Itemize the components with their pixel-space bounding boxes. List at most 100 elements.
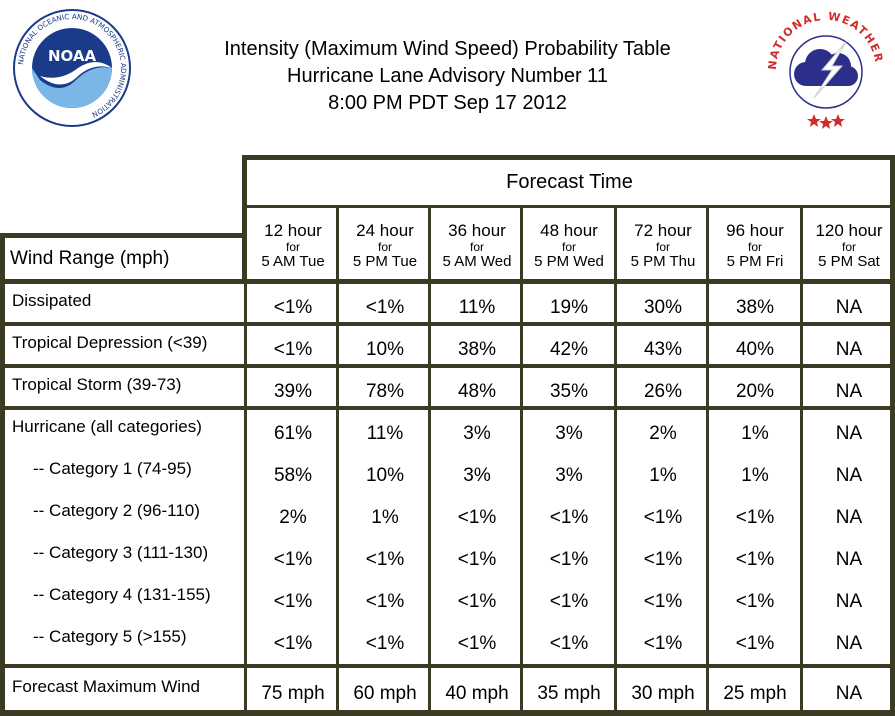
row-label: Tropical Depression (<39) <box>12 333 208 352</box>
table-cell: <1% <box>643 549 683 570</box>
row-label: -- Category 1 (74-95) <box>33 459 192 478</box>
row-label: -- Category 2 (96-110) <box>33 501 200 520</box>
table-cell: 35% <box>549 381 589 402</box>
table-cell: 2% <box>279 507 307 528</box>
column-header: 120 hour for 5 PM Sat <box>803 213 895 277</box>
column-header-hour: 36 hour <box>448 220 506 240</box>
row-divider <box>0 406 895 410</box>
table-cell: 30 mph <box>631 683 695 704</box>
table-cell: 40% <box>735 339 775 360</box>
table-cell: <1% <box>735 507 775 528</box>
table-cell: <1% <box>273 297 313 318</box>
row-label: Hurricane (all categories) <box>12 417 202 436</box>
table-cell: 39% <box>273 381 313 402</box>
table-cell: 40 mph <box>445 683 509 704</box>
table-cell: 78% <box>365 381 405 402</box>
row-label: -- Category 3 (111-130) <box>33 543 209 562</box>
table-cell: <1% <box>365 297 405 318</box>
table-cell: NA <box>835 633 863 654</box>
column-divider <box>520 284 523 716</box>
row-label: Dissipated <box>12 291 92 310</box>
table-cell: NA <box>835 465 863 486</box>
table-border-top <box>242 155 895 160</box>
row-label: -- Category 5 (>155) <box>33 627 187 646</box>
column-divider-header <box>520 208 523 280</box>
table-cell: <1% <box>273 549 313 570</box>
table-cell: <1% <box>457 549 497 570</box>
table-cell: NA <box>835 339 863 360</box>
table-cell: <1% <box>549 633 589 654</box>
column-divider <box>706 284 709 716</box>
column-header-hour: 120 hour <box>815 220 883 240</box>
table-cell: <1% <box>457 633 497 654</box>
table-border-bottom <box>0 710 895 716</box>
column-header-hour: 12 hour <box>264 220 322 240</box>
table-cell: NA <box>835 683 863 704</box>
column-header: 36 hour for 5 AM Wed <box>431 213 523 277</box>
table-cell: 58% <box>273 465 313 486</box>
title-line-2: Hurricane Lane Advisory Number 11 <box>287 65 608 87</box>
column-header-hour: 72 hour <box>634 220 692 240</box>
column-header-for: for <box>377 239 392 254</box>
column-header-time: 5 PM Fri <box>726 252 784 270</box>
row-divider <box>0 364 895 368</box>
column-header-time: 5 PM Thu <box>630 252 696 270</box>
table-cell: <1% <box>365 591 405 612</box>
row-label: Tropical Storm (39-73) <box>12 375 182 394</box>
table-border-left <box>0 233 5 716</box>
table-cell: NA <box>835 381 863 402</box>
column-divider-header <box>614 208 617 280</box>
table-cell: <1% <box>457 507 497 528</box>
column-header-for: for <box>469 239 484 254</box>
table-cell: 75 mph <box>261 683 325 704</box>
table-cell: <1% <box>735 549 775 570</box>
wind-range-header: Wind Range (mph) <box>10 248 170 269</box>
table-cell: 43% <box>643 339 683 360</box>
table-cell: <1% <box>365 549 405 570</box>
title-line-3: 8:00 PM PDT Sep 17 2012 <box>328 92 567 114</box>
column-divider <box>614 284 617 716</box>
forecast-time-header: Forecast Time <box>506 170 633 193</box>
table-cell: 25 mph <box>723 683 787 704</box>
column-divider-header <box>800 208 803 280</box>
table-cell: NA <box>835 297 863 318</box>
table-cell: 38% <box>457 339 497 360</box>
table-cell: 2% <box>649 423 677 444</box>
table-cell: 3% <box>463 423 491 444</box>
table-cell: 1% <box>741 423 769 444</box>
table-cell: <1% <box>549 507 589 528</box>
table-cell: 30% <box>643 297 683 318</box>
column-header-time: 5 AM Tue <box>261 252 325 270</box>
column-divider-header <box>336 208 339 280</box>
table-cell: 35 mph <box>537 683 601 704</box>
header-bottom-border <box>0 279 895 284</box>
table-cell: <1% <box>735 633 775 654</box>
column-divider <box>428 284 431 716</box>
table-cell: 26% <box>643 381 683 402</box>
table-cell: 42% <box>549 339 589 360</box>
row-label: Forecast Maximum Wind <box>12 677 200 696</box>
row-divider <box>0 664 895 668</box>
column-divider <box>244 284 247 716</box>
title-line-1: Intensity (Maximum Wind Speed) Probabili… <box>224 38 671 60</box>
column-header-for: for <box>841 239 856 254</box>
forecast-title-divider <box>247 205 892 208</box>
table-cell: <1% <box>735 591 775 612</box>
table-cell: 20% <box>735 381 775 402</box>
column-divider-header <box>428 208 431 280</box>
column-header-time: 5 PM Tue <box>352 252 418 270</box>
table-cell: 38% <box>735 297 775 318</box>
table-cell: 1% <box>649 465 677 486</box>
column-header-hour: 96 hour <box>726 220 784 240</box>
column-header: 24 hour for 5 PM Tue <box>339 213 431 277</box>
table-cell: 60 mph <box>353 683 417 704</box>
wind-range-top <box>0 233 247 238</box>
column-header: 72 hour for 5 PM Thu <box>617 213 709 277</box>
column-header: 96 hour for 5 PM Fri <box>709 213 801 277</box>
table-cell: <1% <box>457 591 497 612</box>
table-cell: <1% <box>549 591 589 612</box>
column-header-for: for <box>561 239 576 254</box>
row-divider <box>0 322 895 326</box>
column-header: 12 hour for 5 AM Tue <box>247 213 339 277</box>
table-cell: <1% <box>643 591 683 612</box>
